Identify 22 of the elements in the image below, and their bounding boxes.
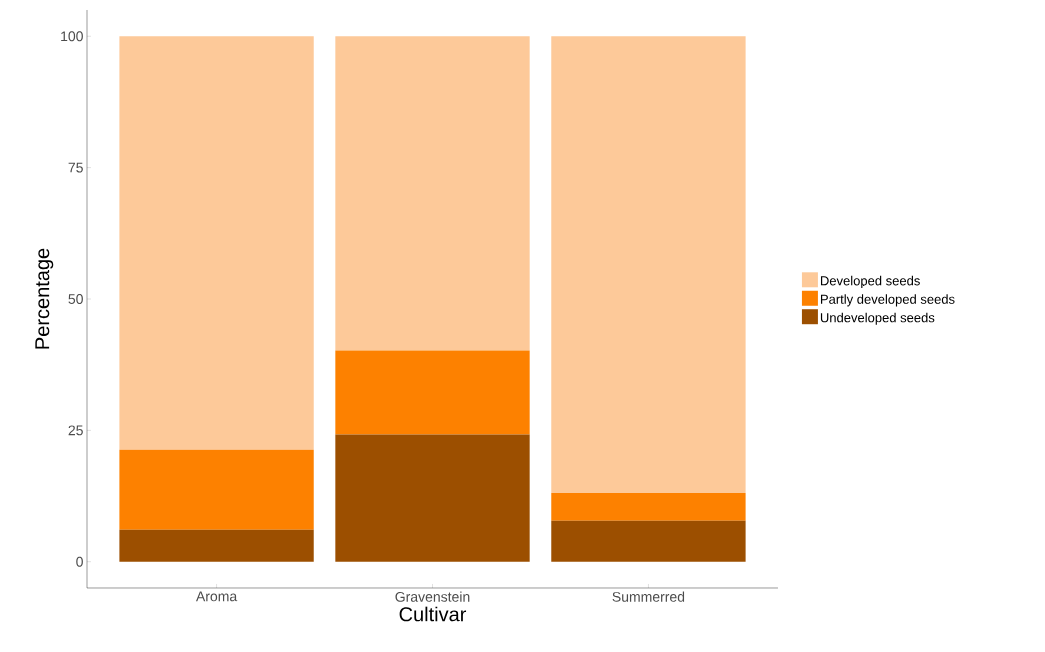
bar xyxy=(335,350,530,435)
bar xyxy=(335,36,530,351)
y-tick-label: 100 xyxy=(61,31,83,42)
bar xyxy=(551,492,746,521)
legend-label: Developed seeds xyxy=(820,275,920,288)
bar xyxy=(551,36,746,493)
x-tick-label: Gravenstein xyxy=(395,591,470,602)
legend-label: Undeveloped seeds xyxy=(820,312,935,325)
bar xyxy=(335,434,530,562)
bar xyxy=(119,529,314,562)
x-tick-label: Summerred xyxy=(612,591,685,602)
y-tick-label: 50 xyxy=(68,294,83,304)
y-tick-label: 75 xyxy=(68,162,83,173)
x-tick-label: Aroma xyxy=(195,591,238,602)
y-axis-title: Percentage xyxy=(35,248,54,349)
bar xyxy=(119,36,314,450)
legend-label: Partly developed seeds xyxy=(820,294,955,307)
bar xyxy=(119,449,314,530)
y-tick-label: 25 xyxy=(68,425,83,436)
y-tick-label: 0 xyxy=(76,556,83,567)
bar xyxy=(551,520,746,562)
x-axis-title: Cultivar xyxy=(399,606,467,622)
